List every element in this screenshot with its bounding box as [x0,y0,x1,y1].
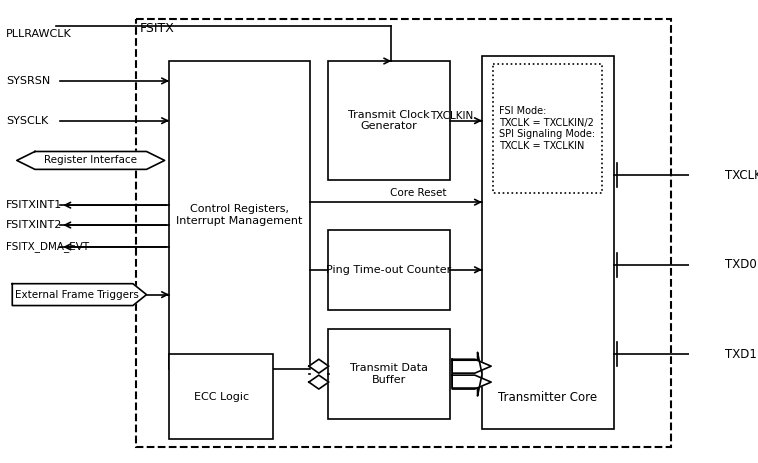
Text: FSI Mode:
TXCLK = TXCLKIN/2
SPI Signaling Mode:
TXCLK = TXCLKIN: FSI Mode: TXCLK = TXCLKIN/2 SPI Signalin… [500,106,596,151]
Bar [493,64,602,193]
Text: FSITXINT1: FSITXINT1 [6,200,62,210]
Polygon shape [309,375,329,389]
Polygon shape [452,359,491,373]
Text: TXCLKIN: TXCLKIN [431,111,474,121]
Text: FSITX: FSITX [140,22,175,35]
Polygon shape [452,352,482,396]
Text: ECC Logic: ECC Logic [194,392,249,401]
Text: SYSRSN: SYSRSN [6,76,50,86]
Text: Core Reset: Core Reset [390,188,446,198]
Text: TXCLK: TXCLK [725,169,758,182]
Text: Control Registers,
Interrupt Management: Control Registers, Interrupt Management [177,204,302,226]
Text: Transmit Clock
Generator: Transmit Clock Generator [348,110,430,131]
Bar [328,61,450,180]
Bar [169,61,310,369]
Text: PLLRAWCLK: PLLRAWCLK [6,29,72,39]
Polygon shape [452,375,491,389]
Polygon shape [17,151,164,169]
Text: TXD0: TXD0 [725,258,757,271]
Bar [136,19,671,447]
Bar [328,329,450,419]
Bar [328,230,450,310]
Text: SYSCLK: SYSCLK [6,116,49,125]
Bar [482,56,613,429]
Text: Register Interface: Register Interface [44,156,137,165]
Text: Transmit Data
Buffer: Transmit Data Buffer [350,363,428,385]
Text: FSITXINT2: FSITXINT2 [6,220,62,230]
Bar [169,354,274,439]
Text: FSITX_DMA_EVT: FSITX_DMA_EVT [6,241,89,252]
Text: Ping Time-out Counter: Ping Time-out Counter [327,265,452,275]
Polygon shape [12,284,146,306]
Polygon shape [309,359,329,373]
Text: TXD1: TXD1 [725,348,757,361]
Text: Transmitter Core: Transmitter Core [498,391,597,404]
Text: External Frame Triggers: External Frame Triggers [15,290,139,300]
